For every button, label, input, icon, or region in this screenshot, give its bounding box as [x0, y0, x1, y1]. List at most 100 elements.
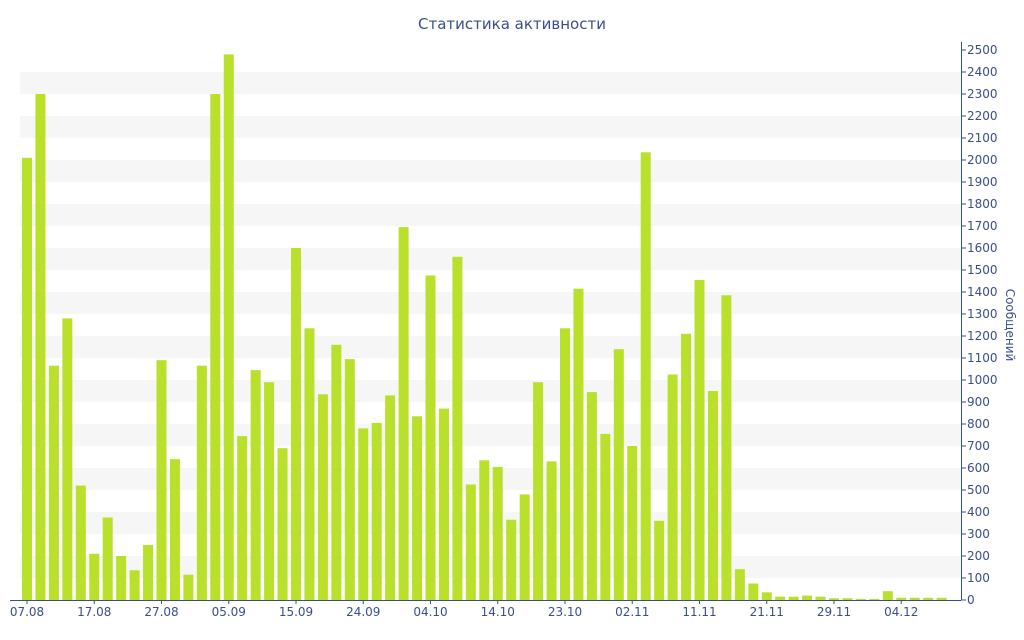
grid-band — [20, 292, 961, 314]
y-tick-label: 2300 — [967, 87, 998, 101]
chart-bar — [923, 597, 934, 600]
y-tick-label: 100 — [967, 571, 990, 585]
x-tick-label: 24.09 — [346, 605, 380, 619]
chart-bar — [102, 517, 113, 600]
chart-bar — [721, 295, 732, 600]
x-tick-label: 14.10 — [481, 605, 515, 619]
chart-bar — [62, 318, 73, 600]
chart-bar — [22, 157, 32, 601]
chart-bar — [317, 394, 328, 600]
x-tick-label: 11.11 — [682, 605, 716, 619]
chart-bar — [802, 595, 813, 600]
chart-bar — [196, 365, 207, 600]
chart-bar — [183, 574, 194, 600]
x-tick-label: 04.12 — [884, 605, 918, 619]
grid-band — [20, 204, 961, 226]
chart-bar — [385, 395, 396, 600]
x-tick-label: 27.08 — [144, 605, 178, 619]
chart-bar — [452, 256, 463, 600]
chart-bar — [116, 556, 127, 600]
x-tick-label: 04.10 — [413, 605, 447, 619]
chart-bar — [627, 446, 638, 600]
chart-bar — [788, 596, 799, 600]
y-axis-label: Сообщений — [1003, 289, 1017, 362]
chart-bar — [748, 583, 759, 600]
chart-bar — [479, 460, 490, 600]
chart-bar — [869, 598, 880, 600]
y-tick-label: 2400 — [967, 65, 998, 79]
chart-title: Статистика активности — [418, 15, 606, 33]
chart-bar — [546, 461, 557, 600]
y-tick-label: 800 — [967, 417, 990, 431]
x-tick-label: 29.11 — [817, 605, 851, 619]
y-tick-label: 0 — [967, 593, 975, 607]
chart-bar — [936, 597, 947, 600]
chart-bar — [734, 569, 745, 600]
y-tick-label: 2100 — [967, 131, 998, 145]
chart-bar — [438, 408, 449, 600]
chart-bar — [129, 570, 140, 600]
chart-bar — [694, 279, 705, 600]
chart-bar — [909, 597, 920, 600]
grid-band — [20, 336, 961, 358]
y-tick-label: 700 — [967, 439, 990, 453]
x-tick-label: 07.08 — [10, 605, 44, 619]
y-tick-label: 400 — [967, 505, 990, 519]
chart-bar — [829, 598, 839, 600]
chart-bar — [264, 382, 275, 600]
chart-bar — [681, 333, 692, 600]
chart-bar — [250, 370, 261, 600]
y-tick-label: 2500 — [967, 43, 998, 57]
chart-bar — [573, 288, 584, 600]
y-tick-label: 1700 — [967, 219, 998, 233]
chart-bar — [169, 459, 180, 600]
grid-band — [20, 72, 961, 94]
chart-bar — [291, 248, 301, 600]
chart-bar — [667, 374, 678, 600]
y-tick-label: 900 — [967, 395, 990, 409]
y-tick-label: 1000 — [967, 373, 998, 387]
chart-bar — [586, 392, 597, 600]
chart-bar — [855, 598, 866, 600]
chart-bar — [492, 466, 503, 600]
grid-band — [20, 160, 961, 182]
chart-bar — [882, 591, 893, 600]
chart-bar — [143, 545, 154, 600]
chart-bar — [533, 382, 544, 600]
y-tick-label: 2200 — [967, 109, 998, 123]
chart-bar — [277, 448, 288, 600]
chart-bar — [358, 428, 369, 600]
x-tick-label: 02.11 — [615, 605, 649, 619]
y-tick-label: 1900 — [967, 175, 998, 189]
y-tick-label: 1800 — [967, 197, 998, 211]
grid-band — [20, 248, 961, 270]
chart-bar — [371, 422, 382, 600]
x-tick-label: 21.11 — [750, 605, 784, 619]
x-tick-label: 23.10 — [548, 605, 582, 619]
chart-bar — [761, 592, 772, 600]
y-tick-label: 300 — [967, 527, 990, 541]
chart-bar — [237, 436, 248, 600]
chart-bar — [613, 349, 624, 600]
chart-bar — [35, 94, 46, 600]
chart-bar — [842, 598, 853, 600]
chart-bar — [640, 152, 651, 601]
chart-bar — [775, 596, 786, 600]
chart-bar — [304, 328, 315, 600]
chart-bar — [89, 553, 100, 600]
y-tick-label: 1300 — [967, 307, 998, 321]
chart-bar — [156, 360, 167, 600]
x-tick-label: 05.09 — [212, 605, 246, 619]
y-tick-label: 200 — [967, 549, 990, 563]
y-tick-label: 2000 — [967, 153, 998, 167]
chart-bar — [75, 485, 86, 600]
chart-bar — [223, 54, 234, 600]
y-tick-label: 1100 — [967, 351, 998, 365]
y-tick-label: 1400 — [967, 285, 998, 299]
grid-band — [20, 116, 961, 138]
chart-bar — [707, 391, 718, 600]
chart-bar — [896, 597, 907, 600]
chart-bar — [600, 433, 611, 600]
